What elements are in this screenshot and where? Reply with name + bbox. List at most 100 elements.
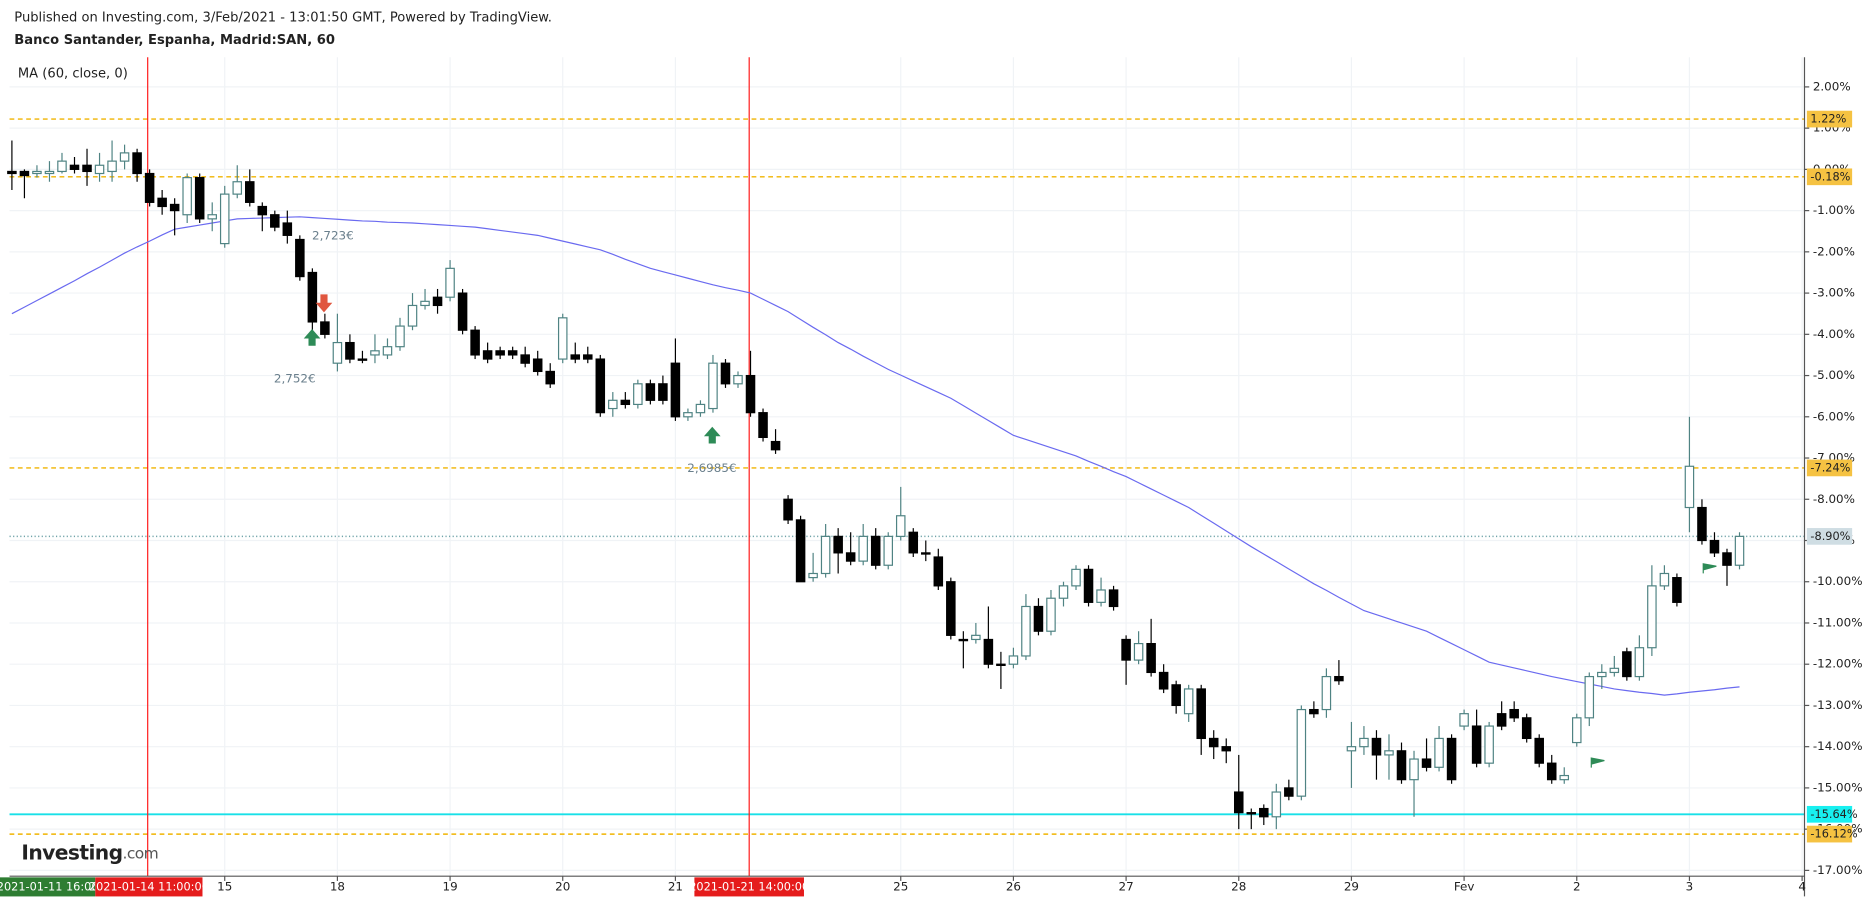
moving-average [11, 216, 1740, 696]
candle-body [645, 383, 656, 401]
level-label: -15.64% [1810, 808, 1857, 821]
candle-body [1033, 605, 1044, 632]
x-tick-label: 29 [1344, 879, 1359, 893]
candle-body [1221, 746, 1232, 752]
marker-label-box [694, 877, 804, 897]
candle-body [946, 581, 956, 636]
subtitle: Published on Investing.com, 3/Feb/2021 -… [14, 10, 552, 25]
candle-body [1446, 737, 1457, 781]
y-tick-label: -14.00% [1813, 739, 1863, 753]
candle-body [795, 519, 806, 583]
candle-body [282, 222, 293, 236]
ma-line [11, 216, 1740, 696]
candle-body [620, 399, 631, 406]
candle-body [1597, 671, 1607, 678]
y-tick-label: 2.00% [1813, 79, 1851, 93]
candle-body [858, 535, 868, 562]
candle-body [1734, 535, 1745, 566]
candle-body [595, 358, 606, 414]
candle-body [996, 663, 1006, 666]
marker-label: 2021-01-11 16:00 [0, 880, 99, 893]
candle-body [470, 329, 480, 356]
candle-body [1296, 708, 1307, 797]
candle-body [833, 535, 843, 554]
logo-text: Investing [21, 840, 122, 864]
y-tick-label: -12.00% [1813, 657, 1863, 671]
candle-body [1071, 568, 1081, 587]
candle-body [182, 177, 192, 216]
candle-body [1284, 787, 1294, 797]
candles [7, 140, 1745, 830]
candle-body [1359, 737, 1369, 748]
candle-body [1171, 684, 1181, 707]
candle-body [745, 374, 756, 414]
marker-label-box [95, 877, 203, 897]
candle-body [507, 350, 518, 356]
x-tick-label: 27 [1119, 879, 1134, 893]
candle-body [1609, 667, 1620, 674]
x-tick-label: 18 [330, 879, 345, 893]
candle-body [1546, 762, 1557, 781]
candle-body [1096, 589, 1106, 603]
level-label-box [1806, 459, 1853, 477]
candle-body [1233, 791, 1244, 814]
candle-body [895, 515, 906, 537]
candle-body [1158, 671, 1169, 690]
y-tick-label: -5.00% [1813, 368, 1855, 382]
candle-body [1647, 585, 1657, 649]
levels [9, 118, 1805, 835]
chart-title: Banco Santander, Espanha, Madrid:SAN, 60 [14, 33, 335, 48]
candle-body [1108, 589, 1119, 608]
candle-body [132, 152, 142, 175]
candle-body [7, 170, 17, 175]
candle-body [382, 346, 393, 356]
candle-body [1634, 647, 1645, 678]
candle-body [1559, 774, 1570, 781]
candle-body [870, 535, 881, 566]
candle-body [1421, 758, 1432, 768]
y-tick-label: -1.00% [1813, 203, 1855, 217]
level-label: -16.12% [1810, 828, 1857, 841]
candle-body [695, 403, 706, 414]
candle-body [1259, 807, 1269, 818]
candle-body [1409, 758, 1419, 781]
candle-body [345, 341, 355, 360]
candle-body [1058, 585, 1069, 599]
candle-body [207, 214, 217, 220]
candle-body [1371, 737, 1382, 756]
candle-body [219, 193, 230, 245]
candle-body [1534, 737, 1544, 764]
candle-body [1046, 597, 1056, 632]
candle-body [1709, 539, 1720, 554]
y-tick-label: -3.00% [1813, 286, 1855, 300]
level-label: -8.90% [1810, 530, 1850, 543]
buy-arrow [703, 426, 721, 444]
signals: 2,723€ 2,752€ 2,6985€ [274, 229, 1717, 768]
candle-body [1008, 655, 1019, 665]
candle-body [1672, 577, 1682, 603]
candle-body [1346, 746, 1357, 752]
legend-entry: MA (60, close, 0) [18, 66, 128, 81]
candle-body [82, 164, 92, 173]
candle-body [1496, 713, 1507, 727]
candle-body [69, 164, 80, 170]
x-tick-label: 19 [442, 879, 457, 893]
candle-body [1133, 642, 1144, 661]
x-tick-label: 28 [1231, 879, 1246, 893]
candle-body [320, 321, 330, 335]
candle-body [257, 205, 268, 216]
level-label-box [1806, 168, 1853, 186]
candle-body [1309, 708, 1319, 715]
candle-body [820, 535, 831, 575]
candle-body [1459, 713, 1469, 727]
candle-body [245, 181, 255, 203]
candle-body [395, 325, 405, 348]
logo-suffix: .com [123, 844, 159, 862]
candle-body [295, 238, 305, 278]
candle-body [1509, 708, 1519, 719]
x-tick-label: 15 [217, 879, 232, 893]
candle-body [1697, 506, 1707, 542]
level-label: 1.22% [1810, 113, 1846, 126]
